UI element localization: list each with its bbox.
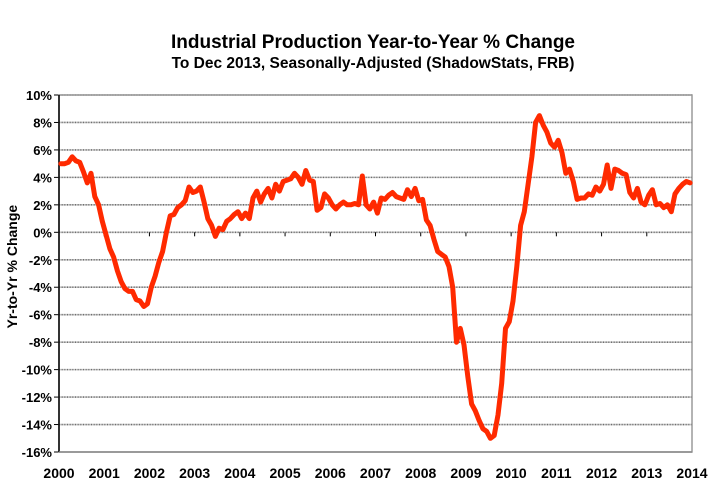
- gridlines: [59, 94, 692, 426]
- x-tick-label: 2000: [43, 465, 74, 481]
- x-tick-label: 2007: [360, 465, 391, 481]
- x-tick-label: 2006: [315, 465, 346, 481]
- y-tick-label: -4%: [29, 280, 53, 295]
- y-tick-label: -16%: [22, 445, 53, 460]
- y-tick-label: -6%: [29, 308, 53, 323]
- y-tick-label: 6%: [33, 143, 52, 158]
- series-group: [58, 113, 693, 441]
- y-tick-label: -8%: [29, 335, 53, 350]
- y-tick-label: -14%: [22, 418, 53, 433]
- y-tick-label: 0%: [33, 225, 52, 240]
- y-tick-label: 10%: [26, 88, 52, 103]
- x-axis-ticks: 2000 2001 2002 2003 2004 2005 2006 2007 2008 2009…: [43, 232, 708, 481]
- x-tick-label: 2008: [405, 465, 436, 481]
- chart-subtitle: To Dec 2013, Seasonally-Adjusted (Shadow…: [171, 55, 575, 72]
- x-tick-label: 2010: [496, 465, 527, 481]
- x-tick-label: 2002: [134, 465, 165, 481]
- y-tick-label: 2%: [33, 198, 52, 213]
- y-axis-ticks: 10% 8% 6% 4% 2% 0% -2% -4% -6% -8% -10% -12% -14% -16…: [22, 88, 59, 460]
- x-tick-label: 2009: [450, 465, 481, 481]
- x-tick-label: 2003: [179, 465, 210, 481]
- x-tick-label: 2001: [89, 465, 120, 481]
- y-tick-label: -12%: [22, 390, 53, 405]
- y-tick-label: 8%: [33, 115, 52, 130]
- y-tick-label: -2%: [29, 253, 53, 268]
- y-axis-label: Yr-to-Yr % Change: [4, 205, 20, 329]
- x-tick-label: 2004: [224, 465, 255, 481]
- x-tick-label: 2014: [676, 465, 707, 481]
- chart-title: Industrial Production Year-to-Year % Cha…: [170, 32, 575, 53]
- x-tick-label: 2005: [269, 465, 300, 481]
- series-line-industrial-production: [58, 113, 693, 441]
- x-tick-label: 2013: [631, 465, 662, 481]
- y-tick-label: 4%: [33, 170, 52, 185]
- x-tick-label: 2012: [586, 465, 617, 481]
- y-tick-label: -10%: [22, 363, 53, 378]
- x-tick-label: 2011: [541, 465, 572, 481]
